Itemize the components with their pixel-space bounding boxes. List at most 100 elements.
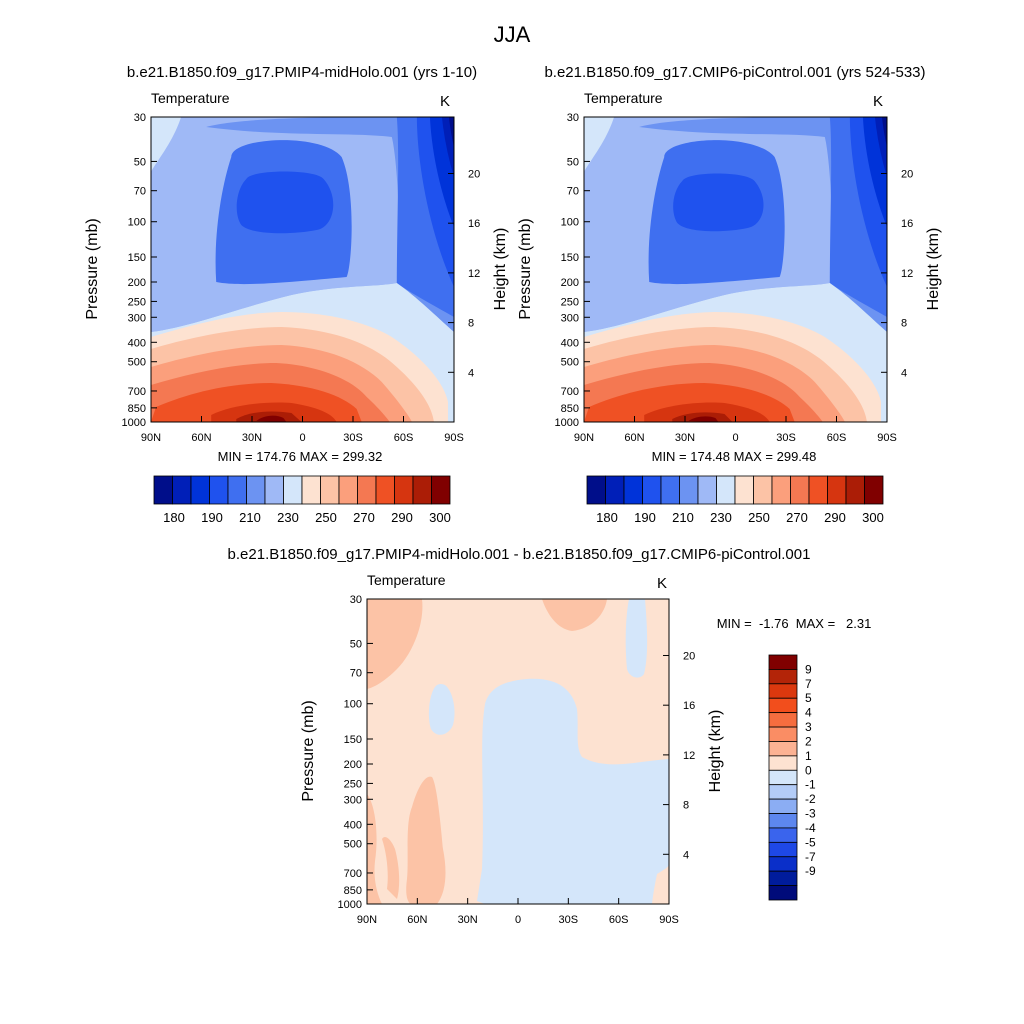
y-tick-label: 200 [344, 759, 362, 771]
y-tick-label: 300 [561, 312, 579, 324]
colorbar-label: 210 [672, 510, 694, 525]
colorbar-swatch [768, 726, 798, 742]
x-tick-label: 60N [624, 432, 644, 444]
colorbar-swatch [586, 475, 606, 505]
units-label: K [440, 93, 450, 110]
contour-field [367, 599, 669, 904]
colorbar-label: 180 [163, 510, 185, 525]
x-tick-label: 60S [609, 914, 629, 926]
colorbar-swatch [605, 475, 625, 505]
colorbar-label: -1 [805, 778, 816, 792]
colorbar-swatch [771, 475, 791, 505]
contour-band [382, 837, 400, 899]
panel-title: b.e21.B1850.f09_g17.CMIP6-piControl.001 … [544, 64, 925, 81]
y-tick-label: 250 [344, 778, 362, 790]
height-tick-label: 4 [901, 367, 907, 379]
height-tick-label: 8 [468, 318, 474, 330]
y-tick-label: 100 [344, 699, 362, 711]
y-tick-label: 250 [128, 296, 146, 308]
colorbar-swatch [375, 475, 395, 505]
x-tick-label: 60N [407, 914, 427, 926]
contour-band [625, 599, 648, 678]
x-tick-label: 90S [877, 432, 897, 444]
height-tick-label: 16 [901, 218, 913, 230]
colorbar-label: 2 [805, 734, 812, 748]
height-tick-label: 8 [901, 318, 907, 330]
y-tick-label: 850 [561, 403, 579, 415]
colorbar-swatch [264, 475, 284, 505]
y-tick-label: 400 [128, 337, 146, 349]
contour-band [688, 416, 719, 422]
x-tick-label: 30S [559, 914, 579, 926]
x-tick-label: 90N [141, 432, 161, 444]
colorbar-label: -5 [805, 835, 816, 849]
panel-difference: b.e21.B1850.f09_g17.PMIP4-midHolo.001 - … [228, 546, 872, 926]
colorbar-swatch [768, 697, 798, 714]
colorbar-label: 290 [824, 510, 846, 525]
contour-band [874, 117, 887, 177]
colorbar-swatch [338, 475, 358, 505]
colorbar-swatch [768, 784, 798, 800]
height-tick-label: 20 [901, 168, 913, 180]
x-tick-label: 90N [357, 914, 377, 926]
height-tick-label: 16 [468, 218, 480, 230]
colorbar-label: 9 [805, 662, 812, 676]
colorbar-swatch [768, 669, 798, 685]
colorbar-swatch [768, 654, 798, 670]
height-tick-label: 8 [683, 800, 689, 812]
y-tick-label: 150 [561, 252, 579, 264]
colorbar-swatch [301, 475, 321, 505]
colorbar-swatch [660, 475, 680, 505]
x-tick-label: 90N [574, 432, 594, 444]
y-tick-label: 50 [350, 638, 362, 650]
colorbar-swatch [768, 755, 798, 771]
y-tick-label: 70 [134, 186, 146, 198]
y-tick-label: 70 [350, 668, 362, 680]
colorbar-swatch [768, 798, 798, 814]
variable-label: Temperature [367, 572, 446, 588]
y-tick-label: 500 [128, 357, 146, 369]
min-max-stats: MIN = 174.48 MAX = 299.48 [652, 449, 817, 464]
y-tick-label: 30 [567, 112, 579, 124]
x-tick-label: 0 [732, 432, 738, 444]
variable-label: Temperature [584, 90, 663, 106]
colorbar-swatch [153, 475, 173, 505]
figure-title: JJA [494, 22, 531, 47]
y-tick-label: 700 [128, 386, 146, 398]
y-tick-label: 150 [128, 252, 146, 264]
right-axis-label: Height (km) [492, 228, 509, 311]
colorbar-swatch [768, 841, 798, 858]
contour-band [448, 117, 454, 147]
y-tick-label: 150 [344, 734, 362, 746]
colorbar-swatch [716, 475, 736, 505]
colorbar-swatch [357, 475, 377, 505]
colorbar-swatch [283, 475, 303, 505]
colorbar: 180 190 210 230 250 270 290 300 [586, 475, 884, 525]
y-tick-label: 500 [344, 839, 362, 851]
colorbar-label: 210 [239, 510, 261, 525]
axis-ticks: 305070100150200250300400500700850100090N… [122, 112, 481, 444]
y-tick-label: 500 [561, 357, 579, 369]
colorbar-label: 3 [805, 720, 812, 734]
colorbar-swatch [246, 475, 266, 505]
contour-band [881, 117, 887, 147]
contour-band [428, 683, 455, 735]
colorbar-swatch [753, 475, 773, 505]
colorbar-swatch [768, 712, 798, 728]
colorbar-label: 1 [805, 749, 812, 763]
contour-field [151, 117, 454, 422]
y-axis-label: Pressure (mb) [517, 218, 534, 319]
height-tick-label: 20 [468, 168, 480, 180]
contour-band [542, 599, 607, 631]
right-axis-label: Height (km) [707, 710, 724, 793]
y-tick-label: 50 [567, 156, 579, 168]
y-tick-label: 250 [561, 296, 579, 308]
colorbar-label: 270 [786, 510, 808, 525]
contour-band [256, 415, 287, 422]
colorbar-label: -9 [805, 864, 816, 878]
colorbar-label: 180 [596, 510, 618, 525]
colorbar-label: -3 [805, 807, 816, 821]
panel-title: b.e21.B1850.f09_g17.PMIP4-midHolo.001 - … [228, 546, 811, 563]
y-tick-label: 30 [350, 594, 362, 606]
colorbar-label: 290 [391, 510, 413, 525]
